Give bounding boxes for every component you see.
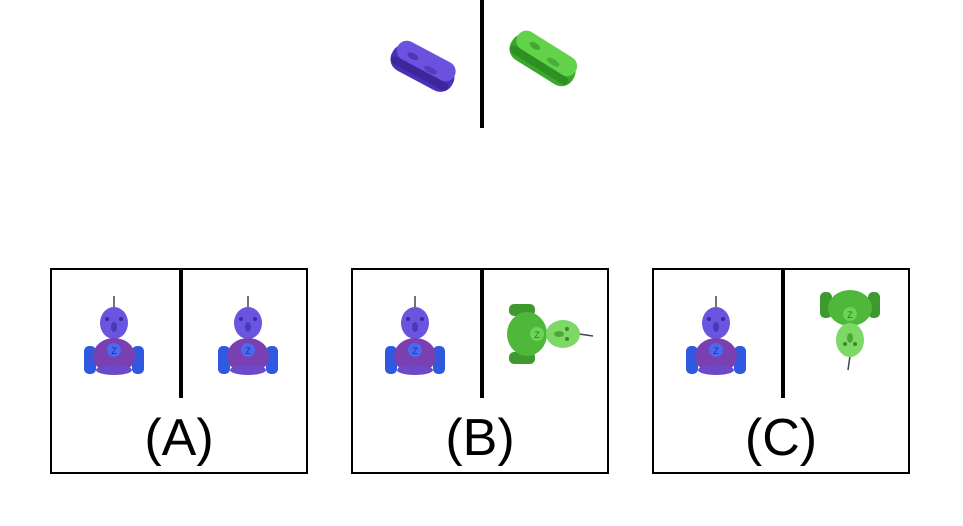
option-divider xyxy=(480,270,484,398)
option-c[interactable]: Z Z (C) xyxy=(652,268,910,474)
svg-text:Z: Z xyxy=(111,346,117,356)
option-b[interactable]: Z Z (B) xyxy=(351,268,609,474)
svg-text:Z: Z xyxy=(713,346,719,356)
sandwich-purple-icon xyxy=(390,40,456,92)
svg-text:Z: Z xyxy=(847,310,853,320)
svg-text:Z: Z xyxy=(245,346,251,356)
svg-text:Z: Z xyxy=(534,330,540,340)
robot-green-rotated-icon: Z xyxy=(820,290,880,371)
option-c-label: (C) xyxy=(744,409,818,467)
robot-purple-icon: Z xyxy=(218,296,278,375)
robot-purple-icon: Z xyxy=(686,296,746,375)
option-divider xyxy=(179,270,183,398)
option-divider xyxy=(781,270,785,398)
option-a-label: (A) xyxy=(144,409,214,467)
prompt-divider xyxy=(480,0,484,128)
option-b-label: (B) xyxy=(445,409,515,467)
svg-text:Z: Z xyxy=(412,346,418,356)
option-a[interactable]: Z Z (A) xyxy=(50,268,308,474)
prompt-pair xyxy=(370,0,600,130)
sandwich-green-icon xyxy=(509,30,578,87)
robot-purple-icon: Z xyxy=(385,296,445,375)
robot-purple-icon: Z xyxy=(84,296,144,375)
robot-green-rotated-icon: Z xyxy=(507,304,594,364)
